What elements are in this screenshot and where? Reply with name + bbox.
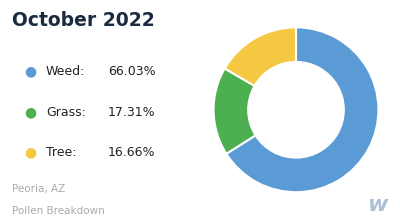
Text: Peoria, AZ: Peoria, AZ <box>12 184 65 194</box>
Text: 66.03%: 66.03% <box>108 65 156 78</box>
Wedge shape <box>226 27 378 192</box>
Text: Grass:: Grass: <box>46 106 86 118</box>
Text: ●: ● <box>24 105 36 119</box>
Text: 17.31%: 17.31% <box>108 106 156 118</box>
Wedge shape <box>225 27 296 86</box>
Text: October 2022: October 2022 <box>12 11 155 30</box>
Text: Tree:: Tree: <box>46 146 76 159</box>
Text: ●: ● <box>24 65 36 79</box>
Text: w: w <box>368 195 388 215</box>
Text: ●: ● <box>24 145 36 159</box>
Text: Pollen Breakdown: Pollen Breakdown <box>12 206 105 216</box>
Text: Weed:: Weed: <box>46 65 85 78</box>
Wedge shape <box>214 69 256 154</box>
Text: 16.66%: 16.66% <box>108 146 156 159</box>
